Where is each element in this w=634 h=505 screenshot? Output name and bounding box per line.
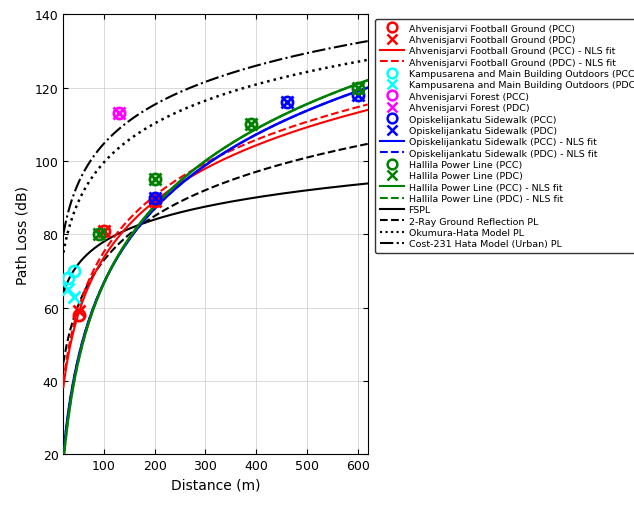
Y-axis label: Path Loss (dB): Path Loss (dB): [15, 185, 29, 284]
Legend: Ahvenisjarvi Football Ground (PCC), Ahvenisjarvi Football Ground (PDC), Ahvenisj: Ahvenisjarvi Football Ground (PCC), Ahve…: [375, 20, 634, 254]
X-axis label: Distance (m): Distance (m): [171, 478, 261, 492]
